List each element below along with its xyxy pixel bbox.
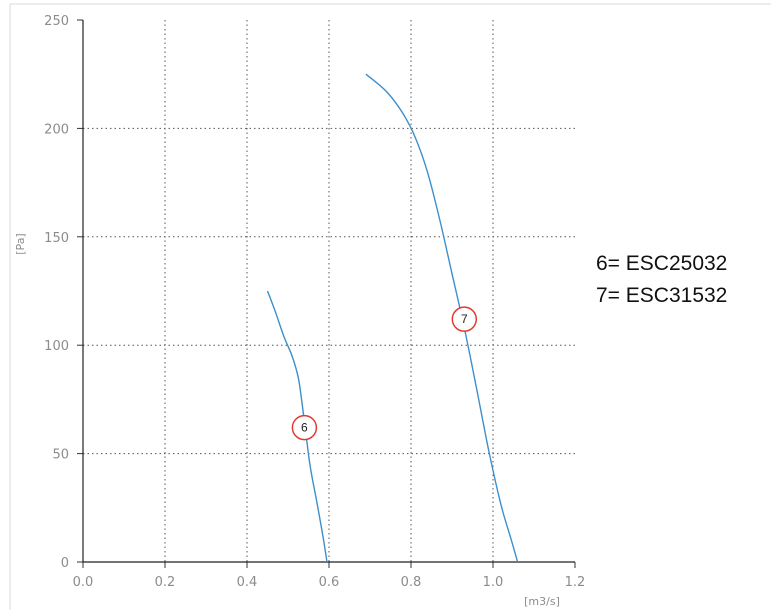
x-tick-label: 0.2 <box>155 575 176 590</box>
x-tick-label: 1.0 <box>483 575 504 590</box>
series-marker-circle-7 <box>451 306 478 332</box>
x-tick-label: 0.8 <box>401 575 422 590</box>
series-line-7 <box>365 73 519 563</box>
axes <box>77 19 576 568</box>
legend-line-7: 7= ESC31532 <box>596 284 727 307</box>
x-tick-label: 1.2 <box>565 575 586 590</box>
grid <box>83 20 575 562</box>
y-axis-label: [Pa] <box>14 233 27 254</box>
y-tick-label: 150 <box>44 231 69 246</box>
y-tick-labels: 0 50 100 150 200 250 <box>44 14 69 571</box>
y-tick-label: 250 <box>44 14 69 29</box>
series-marker-label-6: 6 <box>301 421 308 435</box>
series-line-6 <box>266 290 328 563</box>
series-lines <box>266 73 519 563</box>
y-tick-label: 0 <box>61 556 69 571</box>
x-tick-label: 0.0 <box>73 575 94 590</box>
series-markers: 67 <box>291 306 478 441</box>
x-tick-label: 0.4 <box>237 575 258 590</box>
x-axis-label: [m3/s] <box>524 595 560 608</box>
x-tick-label: 0.6 <box>319 575 340 590</box>
y-tick-label: 200 <box>44 122 69 137</box>
x-tick-labels: 0.0 0.2 0.4 0.6 0.8 1.0 1.2 <box>73 575 586 590</box>
legend-line-6: 6= ESC25032 <box>596 252 727 275</box>
y-tick-label: 100 <box>44 339 69 354</box>
y-tick-label: 50 <box>52 448 69 463</box>
series-marker-circle-6 <box>291 414 318 441</box>
series-marker-label-7: 7 <box>461 312 468 326</box>
